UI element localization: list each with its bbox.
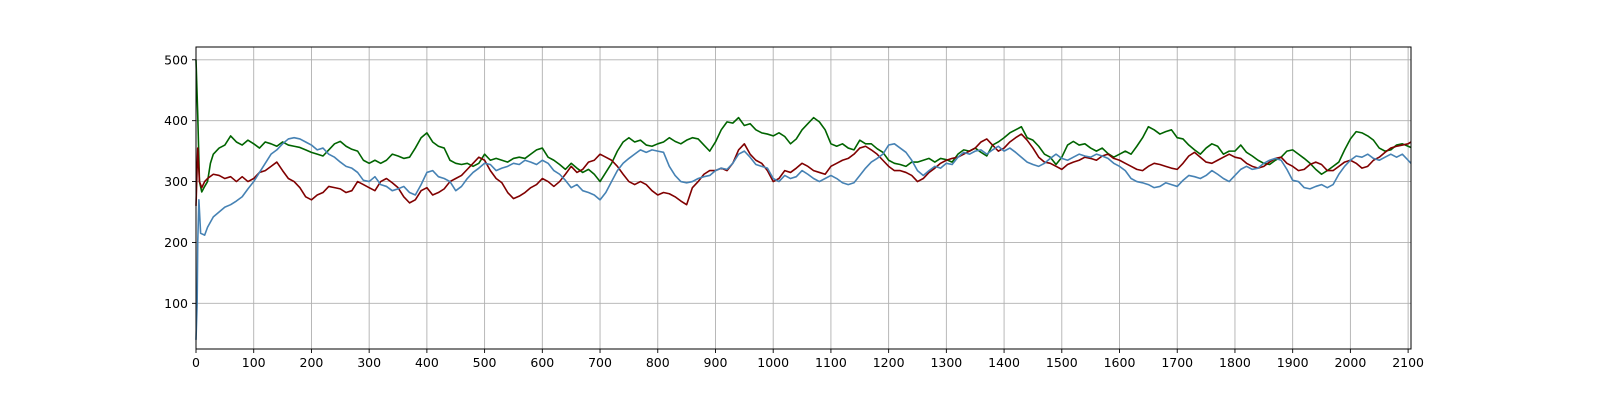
x-tick-label: 800 <box>646 355 670 370</box>
x-tick-label: 700 <box>588 355 612 370</box>
x-tick-label: 400 <box>415 355 439 370</box>
x-tick-label: 500 <box>473 355 497 370</box>
y-axis: 100 200 300 400 500 <box>164 52 196 311</box>
y-tick-label: 400 <box>164 113 188 128</box>
series-line-1 <box>195 59 1412 193</box>
x-axis: 0 100 200 300 400 500 600 700 800 900 1000 1100 1200… <box>192 349 1424 370</box>
x-tick-label: 2000 <box>1334 355 1366 370</box>
y-tick-label: 200 <box>164 235 188 250</box>
x-tick-label: 0 <box>192 355 200 370</box>
series-lines <box>195 59 1412 340</box>
series-line-3 <box>195 136 1412 340</box>
x-tick-label: 900 <box>704 355 728 370</box>
x-tick-label: 1100 <box>815 355 847 370</box>
x-tick-label: 1600 <box>1104 355 1136 370</box>
x-tick-label: 1300 <box>930 355 962 370</box>
x-tick-label: 1700 <box>1161 355 1193 370</box>
x-tick-label: 600 <box>530 355 554 370</box>
x-tick-label: 100 <box>242 355 266 370</box>
x-tick-label: 1800 <box>1219 355 1251 370</box>
x-tick-label: 200 <box>300 355 324 370</box>
y-tick-label: 100 <box>164 296 188 311</box>
series-line-2 <box>195 133 1412 206</box>
x-tick-label: 1000 <box>757 355 789 370</box>
y-tick-label: 300 <box>164 174 188 189</box>
x-tick-label: 300 <box>357 355 381 370</box>
y-tick-label: 500 <box>164 52 188 67</box>
x-tick-label: 1500 <box>1046 355 1078 370</box>
x-tick-label: 1400 <box>988 355 1020 370</box>
x-tick-label: 1200 <box>873 355 905 370</box>
x-tick-label: 2100 <box>1392 355 1424 370</box>
x-tick-label: 1900 <box>1277 355 1309 370</box>
grid <box>195 47 1411 349</box>
plot-frame <box>195 46 1412 350</box>
